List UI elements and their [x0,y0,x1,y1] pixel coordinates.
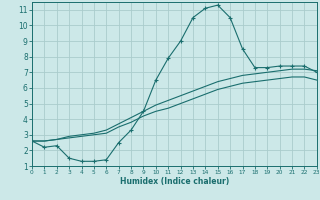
X-axis label: Humidex (Indice chaleur): Humidex (Indice chaleur) [120,177,229,186]
